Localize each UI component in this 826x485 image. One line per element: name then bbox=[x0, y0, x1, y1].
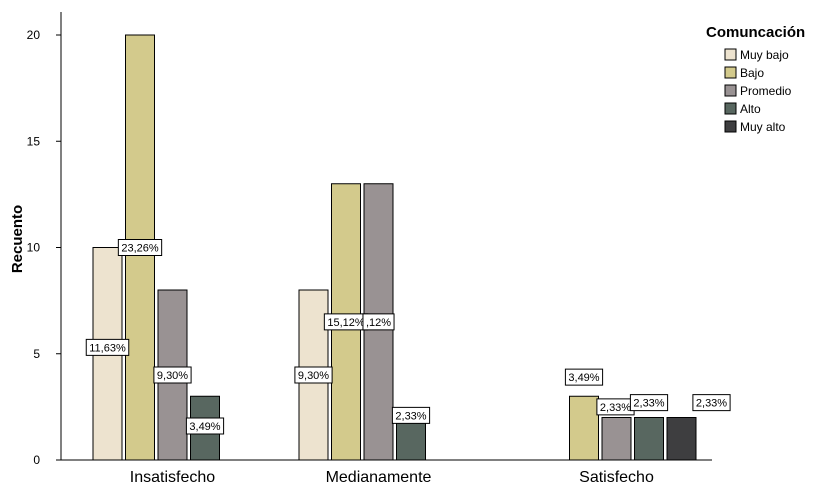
y-axis-label: Recuento bbox=[9, 205, 26, 273]
svg-text:23,26%: 23,26% bbox=[121, 243, 159, 255]
y-tick-label: 15 bbox=[27, 134, 41, 148]
legend-swatch bbox=[724, 48, 737, 61]
data-label: 23,26% bbox=[117, 239, 163, 256]
legend-swatch bbox=[724, 84, 737, 97]
data-label: 2,33% bbox=[692, 394, 731, 412]
x-category-label: Satisfecho bbox=[579, 469, 654, 485]
y-tick-label: 10 bbox=[27, 241, 41, 255]
data-label: 9,30% bbox=[294, 366, 333, 384]
data-label: 2,33% bbox=[596, 398, 635, 416]
svg-text:11,63%: 11,63% bbox=[89, 342, 126, 354]
svg-text:2,33%: 2,33% bbox=[600, 402, 631, 414]
legend: Comuncación Muy bajo Bajo Promedio Alto Muy … bbox=[706, 24, 805, 134]
bar-alto bbox=[634, 417, 664, 461]
data-label: 3,49% bbox=[185, 417, 225, 435]
svg-text:3,49%: 3,49% bbox=[568, 372, 599, 384]
data-label: 2,33% bbox=[391, 406, 431, 424]
data-label: 11,63% bbox=[85, 338, 130, 356]
legend-swatch bbox=[724, 120, 737, 133]
legend-title: Comuncación bbox=[706, 24, 805, 41]
data-label: 9,30% bbox=[153, 366, 192, 384]
legend-entry-label: Promedio bbox=[740, 84, 792, 98]
y-tick-label: 0 bbox=[33, 453, 40, 467]
data-label: 15,12% bbox=[323, 313, 369, 331]
svg-text:2,33%: 2,33% bbox=[633, 398, 664, 410]
svg-text:15,12%: 15,12% bbox=[327, 317, 365, 329]
data-label: 2,33% bbox=[629, 394, 669, 412]
bars-layer bbox=[92, 34, 697, 461]
svg-text:9,30%: 9,30% bbox=[157, 370, 188, 382]
legend-swatch bbox=[724, 66, 737, 79]
legend-swatch bbox=[724, 102, 737, 115]
data-label: 3,49% bbox=[564, 368, 604, 386]
legend-entry-label: Muy alto bbox=[740, 120, 786, 134]
y-tick-label: 5 bbox=[33, 347, 40, 361]
y-tick-label: 20 bbox=[27, 28, 41, 42]
svg-text:2,33%: 2,33% bbox=[696, 398, 727, 410]
bar-promedio bbox=[601, 417, 632, 461]
svg-text:3,49%: 3,49% bbox=[189, 421, 220, 433]
x-category-label: Medianamente bbox=[326, 469, 432, 485]
svg-text:,12%: ,12% bbox=[366, 317, 391, 329]
x-category-label: Insatisfecho bbox=[130, 469, 215, 485]
svg-text:2,33%: 2,33% bbox=[395, 410, 426, 422]
bar-bajo bbox=[569, 395, 599, 461]
legend-entry-label: Bajo bbox=[740, 66, 764, 80]
svg-text:9,30%: 9,30% bbox=[298, 370, 329, 382]
data-label: ,12% bbox=[362, 313, 395, 331]
bar-muy-alto bbox=[666, 417, 697, 461]
axes-layer: 0 5 10 15 20 Insatisfecho Medianamente Satisfec… bbox=[27, 12, 712, 485]
bar-alto bbox=[396, 417, 426, 461]
data-labels-layer: 11,63% 23,26% 9,30% 3,49% 9,30% 15,12% ,12% 2,3… bbox=[85, 239, 731, 435]
legend-entry-label: Muy bajo bbox=[740, 48, 789, 62]
legend-entry-label: Alto bbox=[740, 102, 761, 116]
